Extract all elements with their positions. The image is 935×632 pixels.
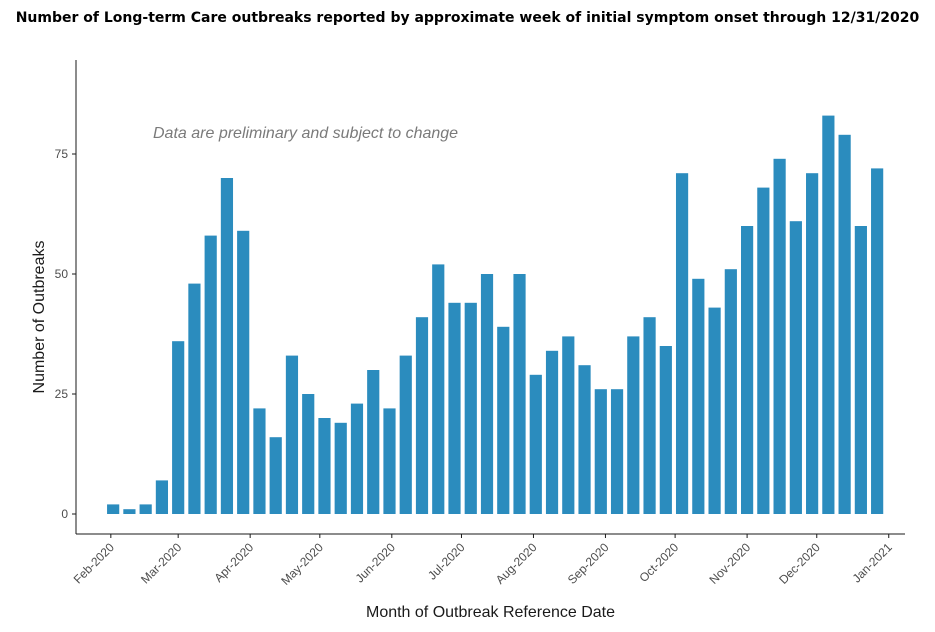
bar [627, 336, 640, 514]
bar [399, 355, 412, 514]
bar [545, 350, 559, 514]
bar [334, 422, 347, 514]
y-axis-ticks: 0 25 50 75 [55, 147, 76, 521]
bar [285, 355, 299, 514]
bar [204, 235, 217, 514]
bar [415, 317, 429, 514]
bar [432, 264, 445, 514]
bar [675, 173, 689, 514]
x-tick-label: Feb-2020 [71, 540, 117, 586]
bar [172, 341, 185, 514]
y-axis-title: Number of Outbreaks [31, 241, 48, 394]
x-axis-title: Month of Outbreak Reference Date [366, 604, 615, 621]
bar [155, 480, 169, 514]
bar [513, 274, 526, 514]
x-tick-label: Jul-2020 [425, 540, 468, 583]
x-tick-label: Apr-2020 [211, 540, 256, 585]
bar [367, 370, 380, 514]
bar [773, 158, 786, 515]
bar [480, 274, 494, 514]
x-axis-ticks: Feb-2020 Mar-2020 Apr-2020 May-2020 Jun-2020… [71, 534, 895, 588]
chart-title: Number of Long-term Care outbreaks repor… [15, 10, 920, 26]
bar [757, 187, 770, 514]
bar [692, 278, 705, 514]
x-tick-label: Jan-2021 [850, 540, 896, 586]
bar [302, 394, 315, 514]
bar [594, 389, 607, 514]
bar [188, 283, 201, 514]
x-tick-label: May-2020 [278, 540, 326, 588]
bar [822, 115, 835, 514]
x-tick-label: Jun-2020 [353, 540, 399, 586]
bar [838, 134, 851, 515]
bar [383, 408, 396, 514]
bar [724, 269, 737, 514]
bar [237, 230, 250, 515]
bar [854, 226, 867, 514]
y-tick-label: 25 [55, 387, 69, 401]
bar [643, 317, 656, 514]
x-tick-label: Nov-2020 [707, 540, 754, 587]
bar [708, 307, 721, 514]
bar [529, 374, 542, 514]
bar [497, 326, 510, 514]
x-tick-label: Sep-2020 [565, 540, 612, 587]
bar [448, 302, 461, 514]
bar [253, 408, 266, 514]
x-tick-label: Aug-2020 [493, 540, 540, 587]
bar [806, 173, 819, 514]
bar [789, 221, 802, 514]
bar [562, 336, 575, 514]
y-tick-label: 0 [61, 507, 68, 521]
bar [123, 509, 136, 514]
bar [659, 346, 672, 514]
bar [107, 504, 120, 514]
bar [269, 437, 282, 514]
x-tick-label: Mar-2020 [138, 540, 184, 586]
bars-group [107, 115, 884, 515]
bar [741, 226, 754, 514]
y-tick-label: 75 [55, 147, 69, 161]
bar [318, 418, 331, 514]
bar [464, 302, 477, 514]
bar [578, 365, 591, 514]
bar [610, 389, 624, 514]
y-tick-label: 50 [55, 267, 69, 281]
x-tick-label: Dec-2020 [776, 540, 823, 587]
bar [871, 168, 884, 514]
bar [220, 178, 234, 514]
chart-annotation: Data are preliminary and subject to chan… [153, 125, 458, 142]
bar [350, 403, 364, 514]
x-tick-label: Oct-2020 [636, 540, 681, 585]
bar [139, 504, 152, 514]
